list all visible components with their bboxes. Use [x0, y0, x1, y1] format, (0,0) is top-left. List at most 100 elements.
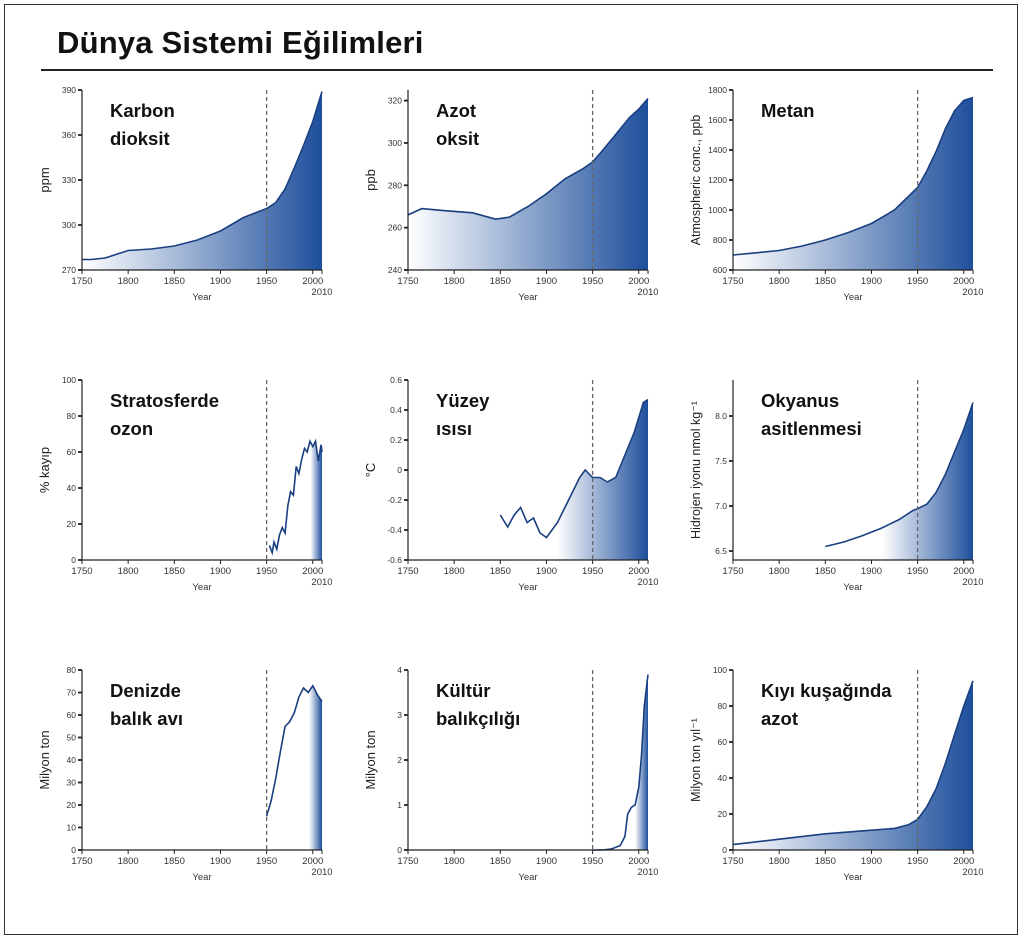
- y-tick-label: 2: [397, 755, 402, 765]
- x-tick-label: 1800: [118, 856, 139, 867]
- y-tick-label: 1200: [708, 175, 727, 185]
- x-tick-label: 1850: [164, 856, 185, 867]
- y-axis-label: ppb: [363, 169, 378, 191]
- series-area: [266, 685, 322, 850]
- x-tick-label: 1850: [490, 566, 511, 577]
- x-tick-label: 1950: [256, 566, 277, 577]
- x-axis-label: Year: [843, 872, 862, 883]
- series-line: [82, 91, 323, 261]
- x-axis-label: Year: [192, 582, 211, 593]
- y-tick-label: 40: [67, 483, 77, 493]
- panel-title-line: Kültür: [436, 680, 490, 701]
- y-tick-label: 1000: [708, 205, 727, 215]
- x-tick-label: 1900: [210, 566, 231, 577]
- series-area: [269, 441, 322, 560]
- panel-title-line: balık avı: [110, 708, 183, 729]
- y-tick-label: 260: [388, 223, 402, 233]
- y-tick-label: 40: [718, 773, 728, 783]
- y-tick-label: -0.2: [387, 495, 402, 505]
- x-tick-label: 1800: [769, 566, 790, 577]
- panel-title-line: dioksit: [110, 128, 170, 149]
- y-tick-label: 60: [718, 737, 728, 747]
- x-tick-label: 2000: [628, 276, 649, 287]
- x-tick-label: 1950: [256, 856, 277, 867]
- x-tick-label: 2000: [302, 276, 323, 287]
- title-rule: [41, 69, 993, 71]
- y-tick-label: 390: [62, 85, 76, 95]
- x-tick-label: 1750: [71, 856, 92, 867]
- x-tick-label: 1900: [861, 566, 882, 577]
- y-tick-label: 20: [67, 519, 77, 529]
- x-tick-label: 1950: [582, 276, 603, 287]
- y-tick-label: 80: [67, 411, 77, 421]
- panel-title-line: Okyanus: [761, 390, 839, 411]
- series-area: [408, 98, 648, 270]
- x-tick-label: 2010: [637, 867, 658, 878]
- x-tick-label: 1850: [490, 276, 511, 287]
- series-area: [500, 399, 648, 560]
- y-tick-label: 7.0: [715, 501, 727, 511]
- x-tick-label: 1900: [536, 856, 557, 867]
- y-tick-label: 8.0: [715, 411, 727, 421]
- y-tick-label: 800: [713, 235, 727, 245]
- y-tick-label: 320: [388, 96, 402, 106]
- y-tick-label: 70: [67, 688, 77, 698]
- y-tick-label: -0.4: [387, 525, 402, 535]
- y-tick-label: 300: [62, 220, 76, 230]
- x-tick-label: 2010: [962, 577, 983, 588]
- y-tick-label: 3: [397, 710, 402, 720]
- y-tick-label: 10: [67, 823, 77, 833]
- x-tick-label: 1750: [722, 276, 743, 287]
- x-tick-label: 1950: [256, 276, 277, 287]
- x-tick-label: 1900: [536, 276, 557, 287]
- y-tick-label: 100: [62, 375, 76, 385]
- y-tick-label: 0: [397, 465, 402, 475]
- x-tick-label: 1750: [71, 566, 92, 577]
- y-tick-label: 40: [67, 755, 77, 765]
- x-tick-label: 1850: [815, 566, 836, 577]
- x-tick-label: 2000: [302, 856, 323, 867]
- y-tick-label: 0.4: [390, 405, 402, 415]
- x-tick-label: 1850: [490, 856, 511, 867]
- series-line: [407, 97, 649, 221]
- y-tick-label: 1400: [708, 145, 727, 155]
- series-line: [499, 398, 649, 539]
- y-tick-label: 30: [67, 778, 77, 788]
- x-tick-label: 2010: [637, 287, 658, 298]
- y-tick-label: 1800: [708, 85, 727, 95]
- panel-title-line: Azot: [436, 100, 476, 121]
- x-tick-label: 1950: [582, 566, 603, 577]
- x-tick-label: 2000: [953, 566, 974, 577]
- x-tick-label: 1750: [722, 856, 743, 867]
- y-tick-label: 6.5: [715, 546, 727, 556]
- y-tick-label: 0: [397, 845, 402, 855]
- series-area: [733, 97, 973, 270]
- y-tick-label: 330: [62, 175, 76, 185]
- x-tick-label: 2010: [637, 577, 658, 588]
- panel-title-line: balıkçılığı: [436, 708, 520, 729]
- x-tick-label: 2010: [311, 867, 332, 878]
- x-tick-label: 1850: [164, 276, 185, 287]
- y-axis-label: % kayıp: [37, 447, 52, 493]
- series-area: [592, 674, 648, 850]
- x-tick-label: 2010: [962, 867, 983, 878]
- x-tick-label: 1900: [210, 276, 231, 287]
- y-tick-label: 600: [713, 265, 727, 275]
- y-tick-label: 280: [388, 180, 402, 190]
- x-tick-label: 2000: [953, 856, 974, 867]
- x-tick-label: 2010: [311, 287, 332, 298]
- x-tick-label: 2000: [953, 276, 974, 287]
- x-tick-label: 2010: [311, 577, 332, 588]
- series-area: [825, 402, 973, 560]
- x-tick-label: 1900: [536, 566, 557, 577]
- x-axis-label: Year: [192, 872, 211, 883]
- panel-title-line: oksit: [436, 128, 479, 149]
- y-tick-label: 20: [718, 809, 728, 819]
